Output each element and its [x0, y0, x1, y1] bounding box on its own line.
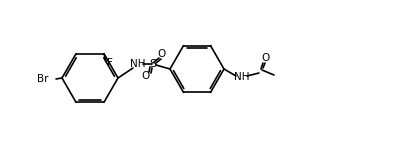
Text: Br: Br: [36, 74, 48, 84]
Text: S: S: [149, 59, 156, 69]
Text: NH: NH: [130, 59, 146, 69]
Text: F: F: [107, 58, 113, 68]
Text: O: O: [261, 53, 269, 63]
Text: NH: NH: [234, 72, 250, 82]
Text: O: O: [141, 71, 149, 81]
Text: O: O: [157, 49, 165, 59]
